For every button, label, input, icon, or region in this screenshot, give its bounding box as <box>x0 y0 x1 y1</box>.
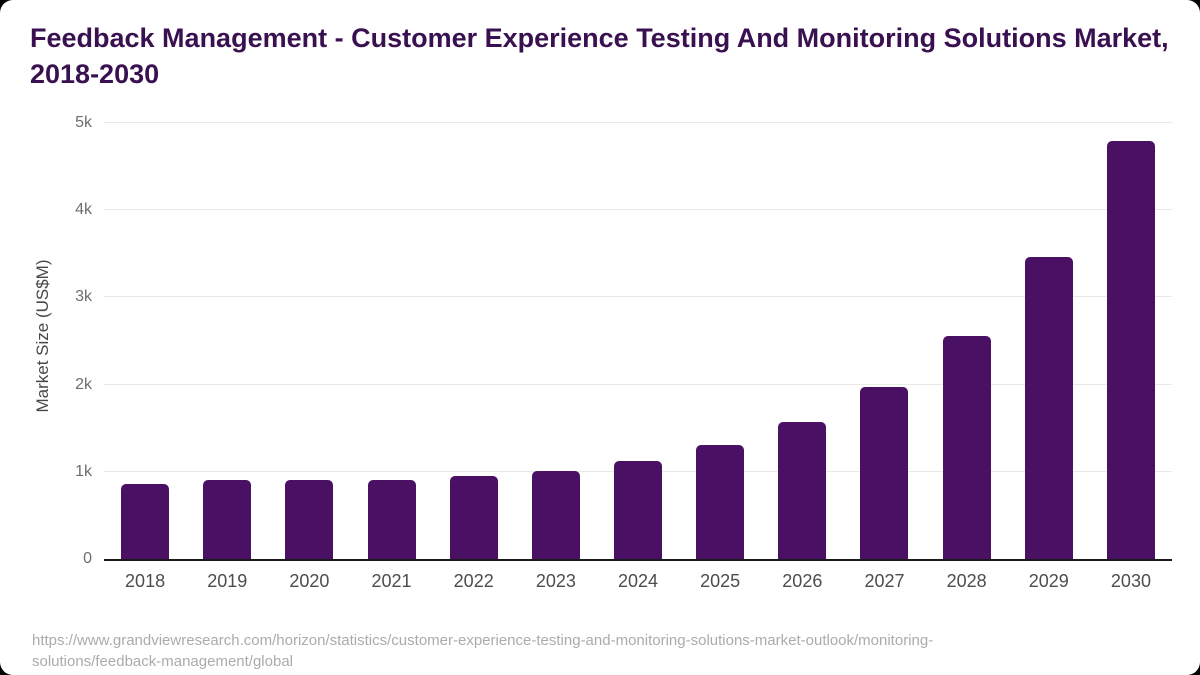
x-tick-label-2029: 2029 <box>1028 571 1069 591</box>
x-tick-label-2023: 2023 <box>535 571 576 591</box>
y-tick-label-0: 0 <box>83 550 92 567</box>
x-tick-label-2027: 2027 <box>864 571 905 591</box>
bar-2025[interactable] <box>696 444 745 559</box>
y-tick-label-5k: 5k <box>75 114 92 131</box>
bar-slot-2021 <box>350 123 432 559</box>
x-tick-label-2018: 2018 <box>125 571 166 591</box>
bar-2024[interactable] <box>614 461 663 559</box>
gridline-3k <box>104 296 1172 298</box>
x-tick-label-2030: 2030 <box>1110 571 1151 591</box>
gridline-5k <box>104 122 1172 123</box>
x-tick-label-2021: 2021 <box>371 571 412 591</box>
x-tick-label-2022: 2022 <box>453 571 494 591</box>
bar-2029[interactable] <box>1024 256 1073 559</box>
bar-2026[interactable] <box>778 421 827 559</box>
bar-2021[interactable] <box>367 479 416 559</box>
x-tick-label-2028: 2028 <box>946 571 987 591</box>
y-tick-label-3k: 3k <box>75 288 92 306</box>
bar-2019[interactable] <box>203 480 252 559</box>
x-tick-label-2020: 2020 <box>289 571 330 591</box>
plot-area <box>104 122 1172 561</box>
bar-slot-2027 <box>843 123 925 559</box>
y-tick-label-1k: 1k <box>75 462 92 480</box>
y-tick-label-2k: 2k <box>75 375 92 393</box>
bar-slot-2029 <box>1008 123 1090 559</box>
source-url: https://www.grandviewresearch.com/horizo… <box>32 632 934 670</box>
x-tick-label-2024: 2024 <box>617 571 659 591</box>
bar-slot-2028 <box>926 123 1008 559</box>
bar-2020[interactable] <box>285 480 334 559</box>
bar-2027[interactable] <box>860 387 909 559</box>
chart-title: Feedback Management - Customer Experienc… <box>30 23 1169 89</box>
y-tick-label-4k: 4k <box>75 201 92 219</box>
x-tick-label-2025: 2025 <box>700 571 741 591</box>
x-tick-label-2019: 2019 <box>207 571 248 591</box>
gridline-4k <box>104 209 1172 211</box>
bar-slot-2020 <box>268 123 350 559</box>
bar-2030[interactable] <box>1106 141 1155 559</box>
bar-2028[interactable] <box>942 336 991 559</box>
bar-slot-2024 <box>597 123 679 559</box>
bar-slot-2023 <box>515 123 597 559</box>
x-axis: 2018 2019 2020 2021 2022 2023 2024 2025 2026 2027… <box>104 571 1172 592</box>
bar-2018[interactable] <box>121 484 170 559</box>
bar-slot-2019 <box>186 123 268 559</box>
bar-slot-2026 <box>761 123 843 559</box>
bar-2023[interactable] <box>531 470 580 559</box>
x-tick-label-2026: 2026 <box>782 571 823 591</box>
bar-slot-2030 <box>1090 123 1172 559</box>
bar-slot-2025 <box>679 123 761 559</box>
bar-slot-2018 <box>104 123 186 559</box>
gridline-2k <box>104 383 1172 385</box>
bar-2022[interactable] <box>449 476 498 559</box>
bar-slot-2022 <box>433 123 515 559</box>
